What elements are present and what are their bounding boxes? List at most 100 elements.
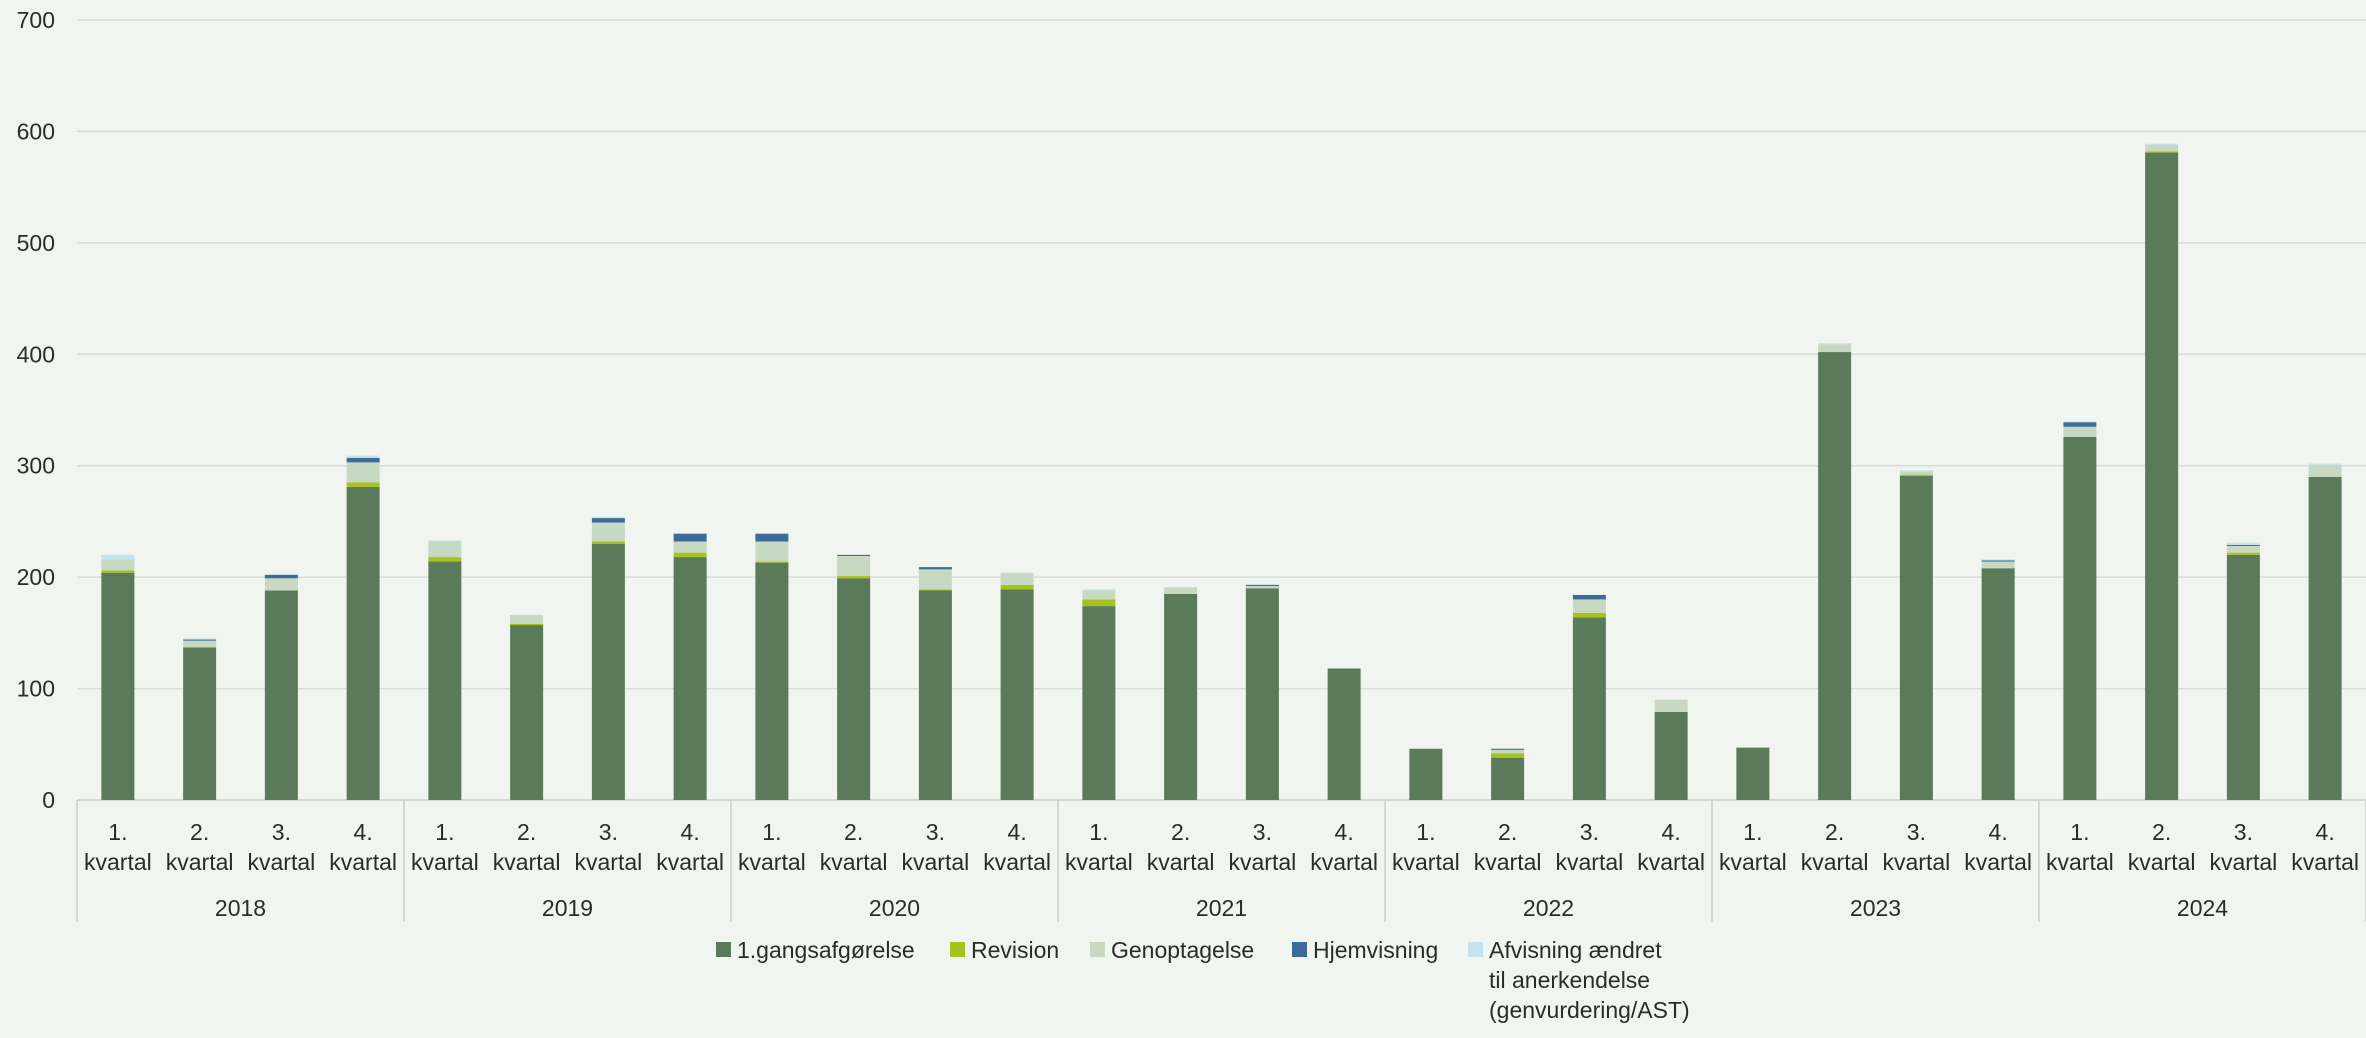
x-tick-quarter-number: 3. — [1253, 819, 1272, 845]
x-tick-year: 2022 — [1523, 895, 1574, 921]
bar-segment-3 — [2063, 426, 2097, 437]
bar-segment-5 — [264, 573, 298, 575]
bar-segment-3 — [428, 541, 462, 558]
x-tick-quarter-number: 1. — [1416, 819, 1435, 845]
x-tick-quarter-word: kvartal — [84, 849, 152, 875]
bar-segment-1 — [346, 486, 380, 800]
x-tick-quarter-word: kvartal — [1556, 849, 1624, 875]
x-tick-quarter-number: 4. — [1335, 819, 1354, 845]
bar-segment-2 — [591, 541, 625, 544]
x-tick-quarter-word: kvartal — [1147, 849, 1215, 875]
x-tick-quarter-word: kvartal — [1637, 849, 1705, 875]
x-tick-quarter-word: kvartal — [2210, 849, 2278, 875]
x-tick-quarter-word: kvartal — [2128, 849, 2196, 875]
bar-segment-3 — [1000, 572, 1034, 585]
x-tick-quarter-number: 2. — [517, 819, 536, 845]
legend-label: 1.gangsafgørelse — [737, 937, 915, 963]
x-tick-quarter-number: 4. — [1008, 819, 1027, 845]
x-tick-quarter-number: 3. — [1907, 819, 1926, 845]
x-tick-year: 2020 — [869, 895, 920, 921]
x-tick-year: 2019 — [542, 895, 593, 921]
bar-segment-4 — [2063, 422, 2097, 427]
x-tick-quarter-number: 2. — [1825, 819, 1844, 845]
legend-label: til anerkendelse — [1489, 967, 1650, 993]
bar-segment-3 — [510, 615, 544, 624]
x-tick-quarter-word: kvartal — [2046, 849, 2114, 875]
bar-segment-1 — [1654, 711, 1688, 800]
bar-segment-1 — [591, 543, 625, 800]
bar-segment-5 — [101, 554, 135, 560]
bar-segment-4 — [1981, 560, 2015, 562]
x-axis: 1. kvartal 2. kvartal 3. kvartal 4. kvartal 1. kv… — [76, 800, 2366, 922]
bar-segment-2 — [428, 557, 462, 562]
bar-segment-3 — [1164, 587, 1198, 594]
legend-swatch — [1090, 942, 1105, 957]
x-tick-quarter-word: kvartal — [411, 849, 479, 875]
x-tick-quarter-word: kvartal — [902, 849, 970, 875]
bar-segment-5 — [1245, 583, 1279, 585]
bar-segment-1 — [428, 561, 462, 800]
bar-segment-1 — [2308, 476, 2342, 800]
bar-segment-2 — [1082, 599, 1116, 607]
bar-segment-1 — [837, 578, 871, 800]
x-tick-quarter-word: kvartal — [1229, 849, 1297, 875]
x-tick-quarter-word: kvartal — [1065, 849, 1133, 875]
legend-label: Hjemvisning — [1313, 937, 1438, 963]
x-tick-quarter-word: kvartal — [1719, 849, 1787, 875]
x-tick-quarter-number: 2. — [1171, 819, 1190, 845]
bar-segment-3 — [183, 640, 217, 648]
bar-segment-4 — [755, 533, 789, 542]
x-tick-quarter-word: kvartal — [329, 849, 397, 875]
bar-segment-1 — [101, 572, 135, 800]
bar-segment-5 — [591, 516, 625, 519]
y-tick-label: 0 — [42, 787, 55, 813]
x-tick-quarter-word: kvartal — [656, 849, 724, 875]
x-tick-quarter-word: kvartal — [2291, 849, 2359, 875]
y-tick-label: 500 — [17, 230, 55, 256]
bar-segment-4 — [1245, 584, 1279, 587]
bar-segment-5 — [428, 540, 462, 542]
bar-segment-2 — [510, 623, 544, 626]
bar-segment-3 — [1818, 344, 1852, 353]
x-tick-quarter-number: 1. — [1089, 819, 1108, 845]
x-tick-quarter-word: kvartal — [166, 849, 234, 875]
x-tick-quarter-number: 2. — [2152, 819, 2171, 845]
x-tick-quarter-number: 3. — [2234, 819, 2253, 845]
bar-segment-4 — [346, 457, 380, 463]
bar-segment-3 — [1491, 749, 1525, 754]
x-tick-quarter-word: kvartal — [820, 849, 888, 875]
bar-segment-1 — [510, 625, 544, 800]
x-tick-year: 2021 — [1196, 895, 1247, 921]
legend: 1.gangsafgørelse Revision Genoptagelse Hjem… — [716, 937, 1690, 1023]
bar-segment-3 — [837, 555, 871, 577]
legend-label: Genoptagelse — [1111, 937, 1254, 963]
bar-segment-4 — [264, 574, 298, 579]
x-tick-quarter-number: 4. — [354, 819, 373, 845]
x-tick-quarter-number: 3. — [272, 819, 291, 845]
bar-segment-1 — [673, 557, 707, 800]
y-tick-label: 300 — [17, 453, 55, 479]
bar-segment-5 — [1082, 589, 1116, 591]
bar-segment-1 — [1491, 757, 1525, 800]
bar-segment-3 — [1572, 599, 1606, 613]
bar-segment-3 — [1245, 586, 1279, 589]
bar-segment-1 — [1899, 475, 1933, 800]
bar-segment-1 — [1327, 668, 1361, 800]
x-tick-quarter-number: 4. — [1662, 819, 1681, 845]
bar-segment-1 — [755, 562, 789, 800]
bar-segment-1 — [1000, 589, 1034, 800]
legend-label: Revision — [971, 937, 1059, 963]
bar-segment-4 — [591, 518, 625, 523]
bar-segment-3 — [264, 578, 298, 591]
bar-segment-1 — [1572, 617, 1606, 800]
bar-segment-2 — [1491, 753, 1525, 758]
y-axis-tick-labels: 0 100 200 300 400 500 600 700 — [17, 7, 55, 813]
legend-label: (genvurdering/AST) — [1489, 997, 1690, 1023]
bar-segment-1 — [2145, 152, 2179, 801]
x-tick-year: 2018 — [215, 895, 266, 921]
bar-segment-2 — [755, 561, 789, 563]
bar-segment-1 — [2226, 554, 2260, 800]
bar-segment-3 — [2145, 144, 2179, 152]
